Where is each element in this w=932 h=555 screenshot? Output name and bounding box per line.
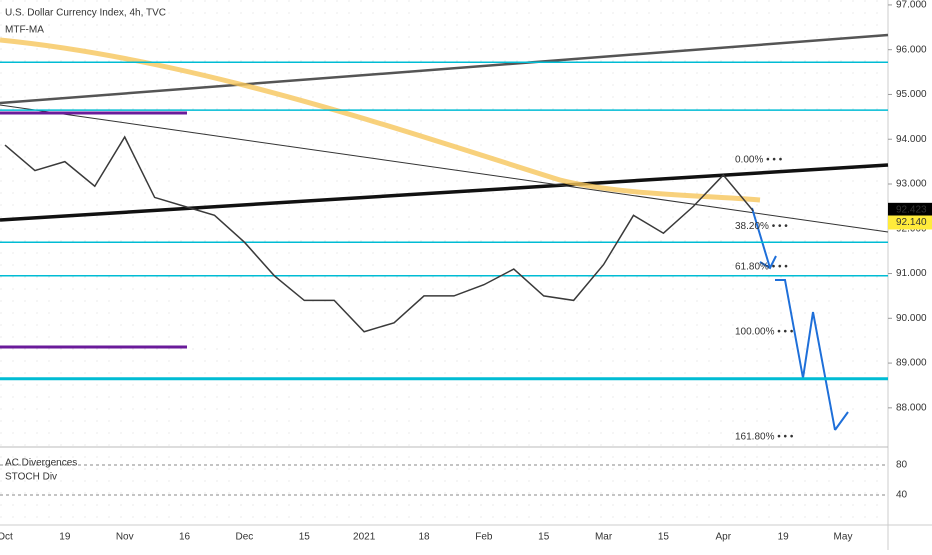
trend-line [0,104,889,233]
y-tick-label: 95.000 [896,89,927,100]
background [0,0,888,525]
y-tick-label: 96.000 [896,44,927,55]
price-line [4,135,754,333]
x-tick-label: 19 [778,532,790,543]
price-label: 92.140 [896,217,927,228]
price-label: 92.423 [896,204,927,215]
moving-average [0,37,761,203]
x-tick-label: 2021 [353,532,376,543]
trend-line [0,163,889,222]
x-tick-label: 15 [658,532,670,543]
price-box [888,202,932,217]
x-tick-label: Apr [716,532,732,543]
x-tick-label: Nov [116,532,134,543]
fib-label: 61.80% • • • [735,261,788,272]
trend-line [0,33,889,105]
indicator-label: AC Divergences [5,458,77,469]
price-box [888,215,932,230]
x-tick-label: 16 [179,532,191,543]
y-tick-label: 88.000 [896,402,927,413]
y-tick-label: 90.000 [896,313,927,324]
fib-label: 0.00% • • • [735,154,783,165]
indicator-label: STOCH Div [5,472,57,483]
x-tick-label: Feb [475,532,493,543]
y-tick-label: 91.000 [896,268,927,279]
projection-arrow [751,207,849,431]
y-tick-label: 80 [896,460,908,471]
x-tick-label: May [834,532,853,543]
x-tick-label: Dec [236,532,254,543]
x-tick-label: 15 [299,532,311,543]
y-tick-label: 89.000 [896,358,927,369]
x-tick-label: Mar [595,532,613,543]
chart-title: U.S. Dollar Currency Index, 4h, TVC [5,8,166,19]
fib-label: 100.00% • • • [735,326,794,337]
y-tick-label: 93.000 [896,179,927,190]
y-tick-label: 40 [896,490,908,501]
indicator-name: MTF-MA [5,25,44,36]
fib-label: 38.20% • • • [735,221,788,232]
x-tick-label: 15 [538,532,550,543]
y-tick-label: 97.000 [896,0,927,11]
fib-label: 161.80% • • • [735,432,794,443]
y-tick-label: 94.000 [896,134,927,145]
x-tick-label: 19 [59,532,71,543]
x-tick-label: Oct [0,532,13,543]
x-tick-label: 18 [418,532,430,543]
